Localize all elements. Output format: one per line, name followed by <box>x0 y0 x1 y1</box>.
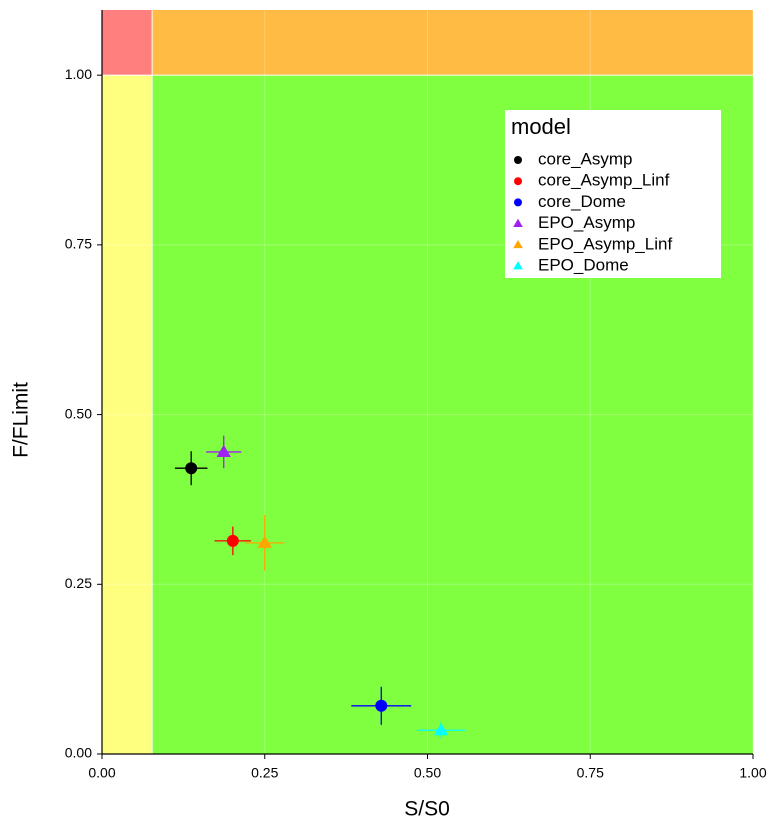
legend-label: EPO_Asymp <box>538 213 635 232</box>
x-tick-label: 0.25 <box>251 765 278 781</box>
y-tick-label: 0.50 <box>65 405 92 421</box>
y-tick-label: 0.00 <box>65 745 92 761</box>
legend-label: core_Dome <box>538 192 626 211</box>
legend-marker <box>514 156 522 164</box>
legend-marker <box>514 198 522 207</box>
region <box>102 75 153 754</box>
point <box>375 699 388 712</box>
x-tick-label: 1.00 <box>739 765 766 781</box>
legend-marker <box>514 177 522 186</box>
x-axis-title: S/S0 <box>404 798 450 821</box>
legend-label: EPO_Asymp_Linf <box>538 234 672 253</box>
point <box>226 534 239 547</box>
y-tick-label: 0.75 <box>65 236 92 252</box>
legend-box <box>505 110 721 278</box>
legend-label: core_Asymp_Linf <box>538 171 670 190</box>
region <box>102 10 153 76</box>
legend-marker <box>513 240 523 249</box>
x-tick-label: 0.00 <box>88 765 115 781</box>
x-tick-label: 0.50 <box>414 765 441 781</box>
y-tick-label: 0.25 <box>65 575 92 591</box>
legend-marker <box>513 261 523 270</box>
point <box>433 723 449 736</box>
point <box>216 444 231 457</box>
region <box>152 10 753 76</box>
legend-label: core_Asymp <box>538 149 632 168</box>
y-axis-title: F/FLimit <box>10 382 33 458</box>
legend-marker <box>513 218 523 227</box>
x-tick-label: 0.75 <box>577 765 604 781</box>
y-tick-label: 1.00 <box>65 66 92 82</box>
point <box>257 535 272 548</box>
point <box>185 462 198 475</box>
legend-label: EPO_Dome <box>538 255 629 274</box>
legend-title: model <box>511 114 571 139</box>
